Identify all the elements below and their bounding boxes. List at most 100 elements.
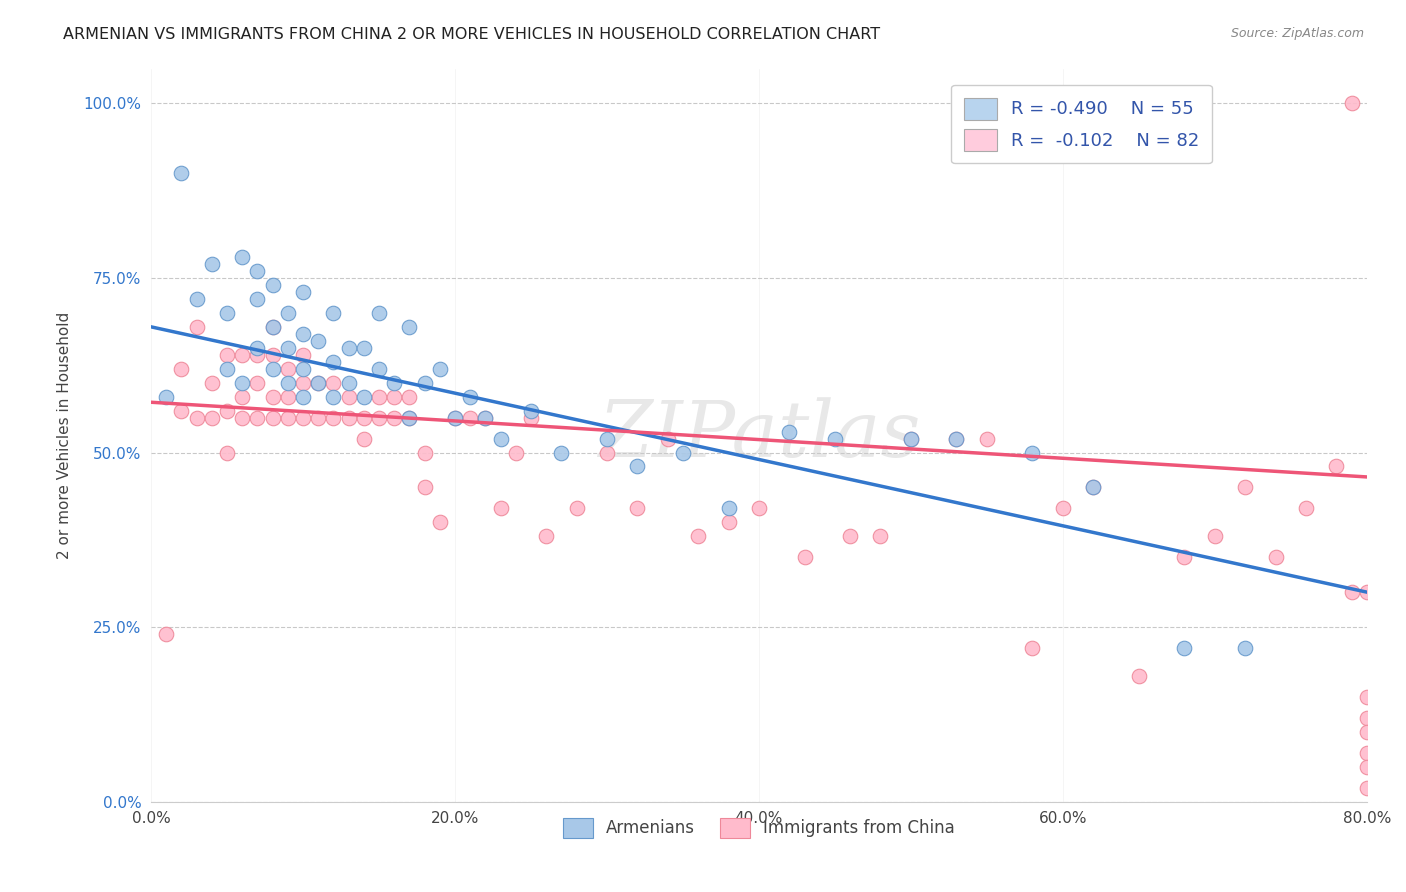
Point bbox=[1083, 480, 1105, 494]
Point bbox=[1355, 759, 1378, 773]
Point bbox=[748, 501, 770, 516]
Point bbox=[565, 501, 588, 516]
Point bbox=[307, 410, 329, 425]
Point bbox=[368, 390, 391, 404]
Point bbox=[398, 410, 420, 425]
Point bbox=[262, 361, 284, 376]
Point bbox=[1021, 640, 1043, 655]
Point bbox=[1355, 585, 1378, 599]
Point bbox=[170, 403, 193, 417]
Point bbox=[839, 529, 862, 543]
Point bbox=[596, 432, 619, 446]
Point bbox=[1234, 480, 1257, 494]
Point bbox=[353, 410, 375, 425]
Point bbox=[262, 277, 284, 292]
Point bbox=[869, 529, 891, 543]
Point bbox=[307, 334, 329, 348]
Point bbox=[246, 264, 269, 278]
Point bbox=[550, 445, 572, 459]
Point bbox=[307, 376, 329, 390]
Point bbox=[778, 425, 800, 439]
Point bbox=[458, 390, 481, 404]
Point bbox=[262, 410, 284, 425]
Point bbox=[277, 341, 299, 355]
Text: Source: ZipAtlas.com: Source: ZipAtlas.com bbox=[1230, 27, 1364, 40]
Point bbox=[474, 410, 496, 425]
Point bbox=[186, 319, 208, 334]
Point bbox=[201, 257, 224, 271]
Point bbox=[170, 361, 193, 376]
Point bbox=[1128, 669, 1150, 683]
Point bbox=[337, 341, 360, 355]
Point bbox=[444, 410, 467, 425]
Point bbox=[413, 480, 436, 494]
Point bbox=[246, 410, 269, 425]
Point bbox=[1355, 780, 1378, 795]
Point bbox=[322, 355, 344, 369]
Point bbox=[170, 166, 193, 180]
Point bbox=[1021, 445, 1043, 459]
Point bbox=[246, 341, 269, 355]
Point bbox=[1052, 501, 1074, 516]
Point bbox=[353, 390, 375, 404]
Point bbox=[322, 390, 344, 404]
Point bbox=[186, 410, 208, 425]
Point bbox=[505, 445, 527, 459]
Point bbox=[231, 390, 253, 404]
Point bbox=[1234, 640, 1257, 655]
Text: ZIPatlas: ZIPatlas bbox=[598, 397, 920, 473]
Point bbox=[291, 348, 314, 362]
Point bbox=[322, 410, 344, 425]
Point bbox=[155, 627, 177, 641]
Point bbox=[1355, 724, 1378, 739]
Point bbox=[596, 445, 619, 459]
Point bbox=[398, 319, 420, 334]
Legend: Armenians, Immigrants from China: Armenians, Immigrants from China bbox=[555, 811, 962, 845]
Point bbox=[277, 306, 299, 320]
Point bbox=[291, 410, 314, 425]
Point bbox=[155, 390, 177, 404]
Point bbox=[201, 410, 224, 425]
Point bbox=[1326, 459, 1348, 474]
Point bbox=[215, 361, 238, 376]
Point bbox=[246, 292, 269, 306]
Point bbox=[1340, 96, 1362, 111]
Point bbox=[444, 410, 467, 425]
Point bbox=[353, 432, 375, 446]
Point bbox=[231, 410, 253, 425]
Point bbox=[231, 348, 253, 362]
Point bbox=[413, 376, 436, 390]
Point bbox=[277, 410, 299, 425]
Point bbox=[231, 250, 253, 264]
Point bbox=[1295, 501, 1317, 516]
Point bbox=[413, 445, 436, 459]
Point bbox=[215, 306, 238, 320]
Point bbox=[626, 501, 648, 516]
Point bbox=[976, 432, 998, 446]
Point bbox=[277, 376, 299, 390]
Point bbox=[824, 432, 846, 446]
Point bbox=[626, 459, 648, 474]
Point bbox=[1083, 480, 1105, 494]
Point bbox=[291, 390, 314, 404]
Point bbox=[291, 326, 314, 341]
Point bbox=[657, 432, 679, 446]
Point bbox=[429, 361, 451, 376]
Point bbox=[201, 376, 224, 390]
Point bbox=[900, 432, 922, 446]
Point bbox=[262, 348, 284, 362]
Point bbox=[1355, 746, 1378, 760]
Point bbox=[672, 445, 695, 459]
Point bbox=[1355, 711, 1378, 725]
Point bbox=[1340, 585, 1362, 599]
Text: ARMENIAN VS IMMIGRANTS FROM CHINA 2 OR MORE VEHICLES IN HOUSEHOLD CORRELATION CH: ARMENIAN VS IMMIGRANTS FROM CHINA 2 OR M… bbox=[63, 27, 880, 42]
Point bbox=[291, 361, 314, 376]
Point bbox=[458, 410, 481, 425]
Point bbox=[688, 529, 710, 543]
Point bbox=[337, 376, 360, 390]
Point bbox=[489, 501, 512, 516]
Point bbox=[215, 403, 238, 417]
Point bbox=[291, 376, 314, 390]
Point bbox=[1264, 550, 1286, 565]
Point bbox=[717, 516, 740, 530]
